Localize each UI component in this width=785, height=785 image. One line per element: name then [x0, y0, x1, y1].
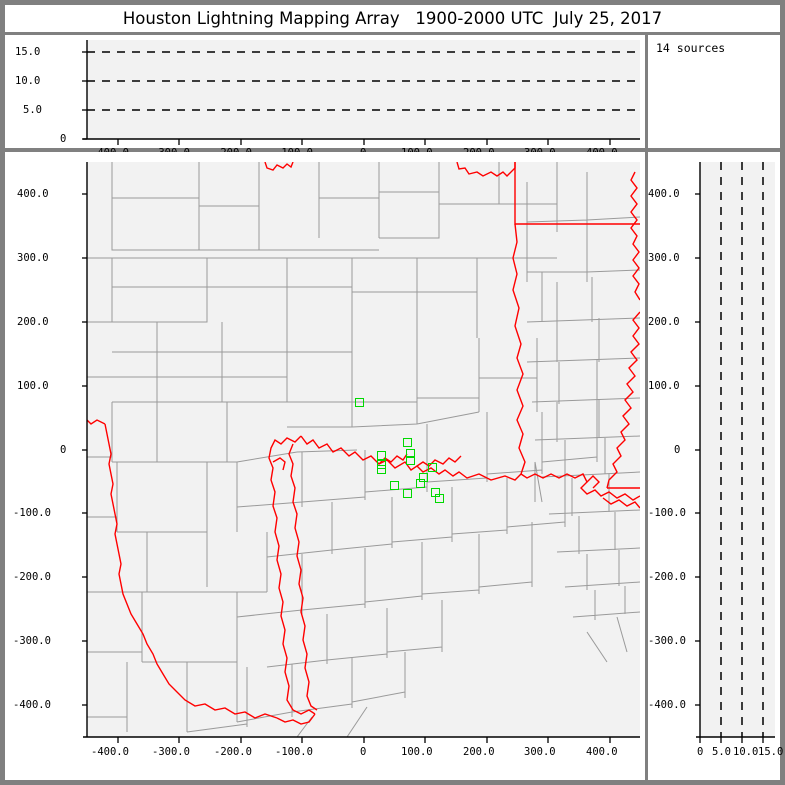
altitude-time-panel[interactable]: 15.0 10.0 5.0 0 -400.0 -300.0 -200.0 -10…	[5, 35, 645, 159]
ns-ytick--300: -300.0	[648, 635, 686, 647]
altitude-ytick-5: 5.0	[23, 104, 42, 116]
lightning-source-marker[interactable]	[403, 438, 412, 447]
map-geography	[87, 162, 640, 737]
lightning-source-marker[interactable]	[377, 460, 386, 469]
ns-xtick-0: 0	[697, 746, 704, 758]
title-bar: Houston Lightning Mapping Array 1900-200…	[5, 5, 780, 32]
map-ytick-100: 100.0	[17, 380, 49, 392]
altitude-plot-area[interactable]	[87, 40, 640, 139]
map-xtick--100: -100.0	[275, 746, 313, 758]
lightning-source-marker[interactable]	[390, 481, 399, 490]
ns-ytick-200: 200.0	[648, 316, 680, 328]
map-ytick--100: -100.0	[13, 507, 51, 519]
map-plot-area[interactable]	[87, 162, 640, 737]
county-boundaries	[87, 162, 598, 737]
county-boundaries-east	[526, 172, 640, 663]
lightning-source-marker[interactable]	[416, 479, 425, 488]
ns-ytick--200: -200.0	[648, 571, 686, 583]
lightning-source-marker[interactable]	[377, 451, 386, 460]
page-title: Houston Lightning Mapping Array 1900-200…	[122, 9, 663, 28]
lightning-source-marker[interactable]	[406, 449, 415, 458]
ns-ytick-0: 0	[674, 444, 681, 456]
ns-xtick-15: 15.0	[758, 746, 784, 758]
map-ytick--200: -200.0	[13, 571, 51, 583]
lightning-source-marker[interactable]	[377, 465, 386, 474]
lightning-source-marker[interactable]	[428, 463, 437, 472]
sources-count-label: 14 sources	[656, 41, 726, 55]
ns-ytick-300: 300.0	[648, 252, 680, 264]
altitude-ytick-10: 10.0	[15, 75, 41, 87]
lightning-source-marker[interactable]	[431, 488, 440, 497]
map-axes-overlay	[82, 162, 640, 743]
map-xtick-400: 400.0	[586, 746, 618, 758]
sources-count-panel: 14 sources	[648, 35, 780, 148]
map-ytick--400: -400.0	[13, 699, 51, 711]
lightning-source-marker[interactable]	[419, 473, 428, 482]
map-xtick--300: -300.0	[152, 746, 190, 758]
lightning-source-marker[interactable]	[403, 489, 412, 498]
altitude-northsouth-overlay	[695, 162, 775, 743]
altitude-northsouth-panel[interactable]: 400.0 300.0 200.0 100.0 0 -100.0 -200.0 …	[648, 152, 784, 780]
map-xtick--200: -200.0	[214, 746, 252, 758]
map-xtick-200: 200.0	[463, 746, 495, 758]
map-ytick-200: 200.0	[17, 316, 49, 328]
map-ytick-0: 0	[60, 444, 67, 456]
altitude-plot-overlay	[82, 40, 640, 145]
map-ytick-300: 300.0	[17, 252, 49, 264]
altitude-ytick-0: 0	[60, 133, 67, 145]
map-ytick--300: -300.0	[13, 635, 51, 647]
map-panel[interactable]: 400.0 300.0 200.0 100.0 0 -100.0 -200.0 …	[5, 152, 645, 780]
ns-xtick-5: 5.0	[712, 746, 731, 758]
ns-ytick-100: 100.0	[648, 380, 680, 392]
ns-xtick-10: 10.0	[733, 746, 759, 758]
state-coastline	[87, 162, 640, 725]
map-xtick--400: -400.0	[91, 746, 129, 758]
map-ytick-400: 400.0	[17, 188, 49, 200]
ns-ytick-400: 400.0	[648, 188, 680, 200]
map-xtick-300: 300.0	[524, 746, 556, 758]
lightning-source-marker[interactable]	[355, 398, 364, 407]
map-xtick-0: 0	[360, 746, 367, 758]
ns-ytick--400: -400.0	[648, 699, 686, 711]
ns-ytick--100: -100.0	[648, 507, 686, 519]
map-xtick-100: 100.0	[401, 746, 433, 758]
altitude-ytick-15: 15.0	[15, 46, 41, 58]
lightning-source-marker[interactable]	[406, 456, 415, 465]
